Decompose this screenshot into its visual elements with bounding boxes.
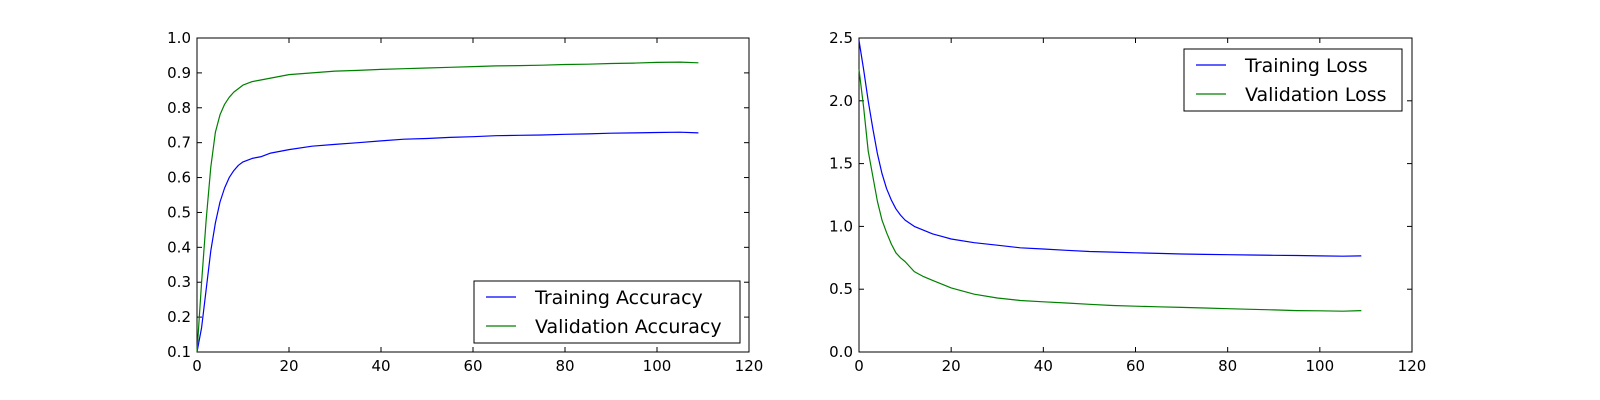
x-tick-label: 80 xyxy=(555,357,574,375)
x-tick-label: 60 xyxy=(1126,357,1145,375)
x-tick-label: 60 xyxy=(463,357,482,375)
y-tick-label: 0.8 xyxy=(167,99,191,117)
y-tick-label: 0.4 xyxy=(167,238,191,256)
y-tick-label: 0.7 xyxy=(167,134,191,152)
y-tick-label: 0.3 xyxy=(167,273,191,291)
y-tick-label: 1.5 xyxy=(829,155,853,173)
y-tick-label: 0.0 xyxy=(829,343,853,361)
x-tick-label: 120 xyxy=(1398,357,1427,375)
y-tick-label: 0.2 xyxy=(167,308,191,326)
x-tick-label: 80 xyxy=(1218,357,1237,375)
accuracy-chart: 0 20 40 60 80 100 120 0.1 0.2 0.3 0.4 0.5 0.6 0.7 0.8 0… xyxy=(167,29,763,375)
y-tick-label: 1.0 xyxy=(167,29,191,47)
x-tick-label: 40 xyxy=(371,357,390,375)
series-line-validation-accuracy xyxy=(196,61,699,353)
y-tick-label: 2.5 xyxy=(829,29,853,47)
legend-box xyxy=(473,280,741,344)
series-line-validation-loss xyxy=(858,69,1362,312)
series-line-training-loss xyxy=(858,40,1362,257)
y-tick-label: 0.5 xyxy=(829,280,853,298)
legend-box xyxy=(1183,48,1403,112)
legend-label: Validation Accuracy xyxy=(535,316,722,338)
series-line-training-accuracy xyxy=(196,131,699,353)
legend-label: Validation Loss xyxy=(1245,84,1387,106)
y-tick-label: 0.5 xyxy=(167,203,191,221)
legend: Training Accuracy Validation Accuracy xyxy=(473,280,741,344)
y-tick-label: 0.1 xyxy=(167,343,191,361)
y-tick-label: 1.0 xyxy=(829,217,853,235)
x-tick-label: 40 xyxy=(1034,357,1053,375)
legend-label: Training Loss xyxy=(1244,55,1368,77)
loss-chart: 0 20 40 60 80 100 120 0.0 0.5 1.0 1.5 2.0 2.5 Trainin… xyxy=(829,29,1426,375)
x-tick-label: 100 xyxy=(1306,357,1335,375)
x-tick-label: 20 xyxy=(279,357,298,375)
x-tick-label: 100 xyxy=(643,357,672,375)
y-tick-label: 0.6 xyxy=(167,169,191,187)
x-tick-label: 0 xyxy=(192,357,202,375)
x-tick-label: 0 xyxy=(854,357,864,375)
legend-label: Training Accuracy xyxy=(534,287,703,309)
y-tick-label: 2.0 xyxy=(829,92,853,110)
x-tick-label: 120 xyxy=(735,357,764,375)
legend: Training Loss Validation Loss xyxy=(1183,48,1403,112)
y-tick-label: 0.9 xyxy=(167,64,191,82)
x-tick-label: 20 xyxy=(942,357,961,375)
